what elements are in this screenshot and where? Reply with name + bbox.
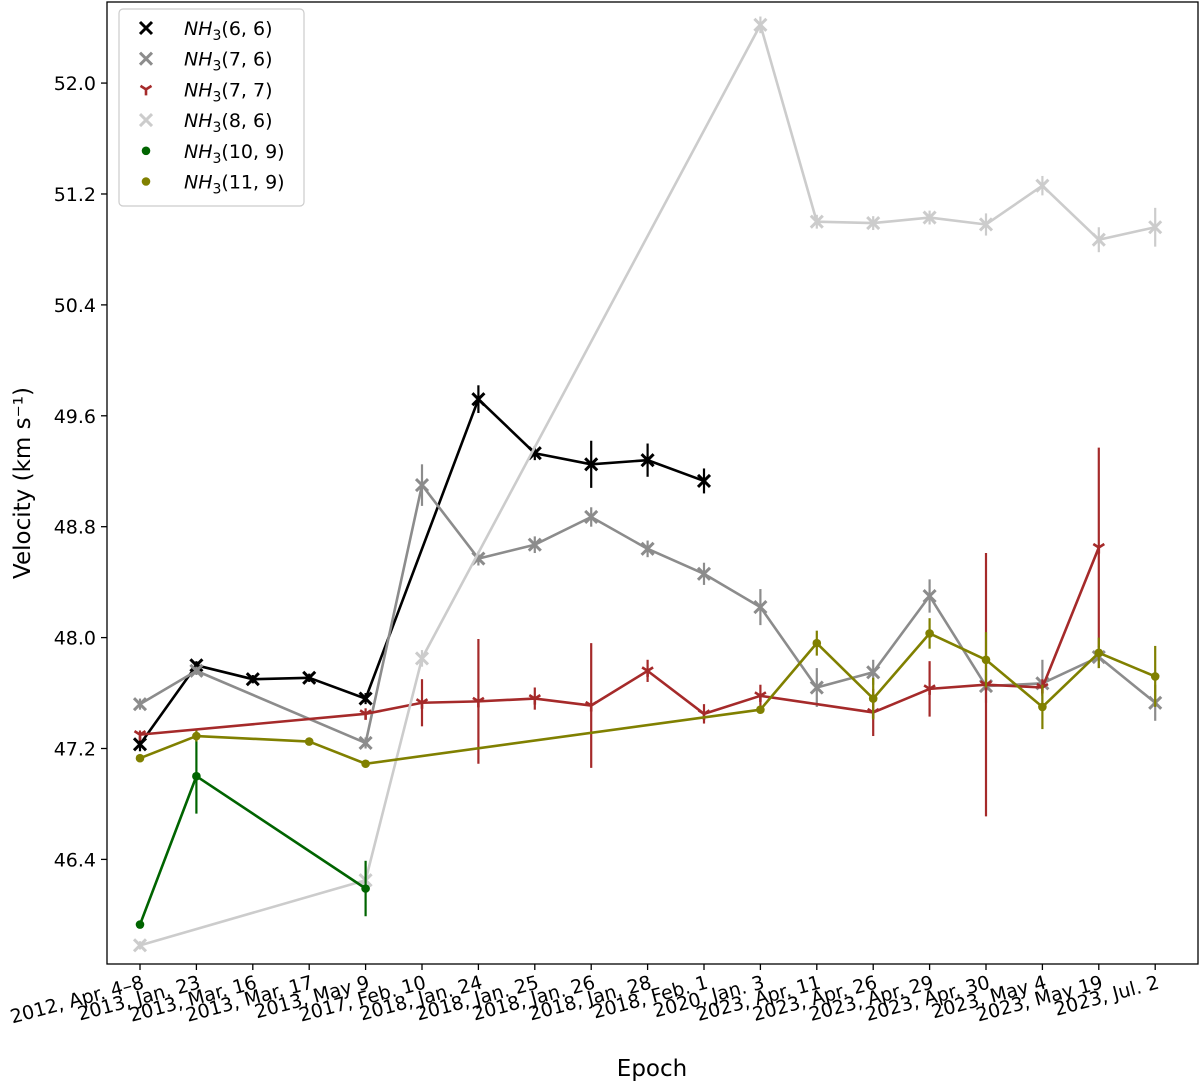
data-point-NH3(11,9)-2 xyxy=(304,737,314,746)
x-axis-title: Epoch xyxy=(617,1056,687,1082)
series-line-NH3(6,6) xyxy=(138,397,705,746)
series-line-NH3(7,7) xyxy=(139,547,1101,736)
y-axis-title: Velocity (km s⁻¹) xyxy=(10,387,36,579)
data-point-NH3(6,6)-3 xyxy=(302,670,317,685)
data-point-NH3(7,6)-11 xyxy=(866,665,881,680)
legend-entry-NH3(7,6): NH3(7, 6) xyxy=(138,49,273,75)
data-point-NH3(10,9)-1 xyxy=(192,771,201,781)
data-point-NH3(11,9)-3 xyxy=(361,759,370,769)
legend-marker-NH3(10,9) xyxy=(141,146,151,156)
data-point-NH3(7,7)-6 xyxy=(641,666,654,677)
data-point-NH3(8,6)-8 xyxy=(1035,178,1050,193)
data-point-NH3(7,7)-0 xyxy=(133,730,147,741)
legend-marker-NH3(11,9) xyxy=(141,177,151,186)
data-point-NH3(11,9)-7 xyxy=(925,629,934,638)
legend-entry-NH3(8,6): NH3(8, 6) xyxy=(138,110,273,136)
series-NH3(11,9) xyxy=(135,618,1160,769)
data-point-NH3(10,9)-0 xyxy=(135,920,145,929)
series-NH3(10,9) xyxy=(135,738,370,929)
legend-marker-NH3(7,6) xyxy=(138,51,154,66)
data-point-NH3(10,9)-2 xyxy=(361,884,370,893)
data-point-NH3(11,9)-6 xyxy=(868,694,878,703)
data-point-NH3(7,7)-1 xyxy=(359,709,372,720)
y-tick-label-4: 49.6 xyxy=(54,406,96,428)
series-NH3(6,6) xyxy=(132,385,712,752)
series-NH3(8,6) xyxy=(132,16,1163,953)
data-point-NH3(8,6)-10 xyxy=(1148,220,1163,235)
y-tick-label-6: 51.2 xyxy=(54,184,96,206)
legend-label-NH3(10,9): NH3(10, 9) xyxy=(184,141,285,167)
legend-box xyxy=(118,8,305,207)
legend-label-NH3(11,9): NH3(11, 9) xyxy=(184,172,285,198)
data-point-NH3(11,9)-1 xyxy=(192,731,201,741)
legend-label-NH3(7,7): NH3(7, 7) xyxy=(184,79,273,105)
legend-marker-NH3(7,7) xyxy=(139,84,153,96)
legend-label-NH3(8,6): NH3(8, 6) xyxy=(184,110,273,136)
data-point-NH3(6,6)-9 xyxy=(696,473,712,489)
data-point-NH3(7,6)-10 xyxy=(809,680,824,695)
data-point-NH3(8,6)-4 xyxy=(809,214,824,229)
data-point-NH3(8,6)-7 xyxy=(978,217,994,232)
data-point-NH3(7,6)-5 xyxy=(527,537,542,552)
data-point-NH3(6,6)-2 xyxy=(245,672,260,687)
data-point-NH3(7,7)-4 xyxy=(528,693,541,705)
data-point-NH3(6,6)-1 xyxy=(189,658,204,673)
data-point-NH3(7,6)-7 xyxy=(640,541,655,556)
data-point-NH3(7,7)-3 xyxy=(472,696,485,708)
data-point-NH3(11,9)-0 xyxy=(135,753,145,763)
data-point-NH3(11,9)-11 xyxy=(1150,672,1160,681)
data-point-NH3(7,7)-13 xyxy=(1092,542,1105,554)
legend-label-NH3(6,6): NH3(6, 6) xyxy=(184,18,273,44)
data-point-NH3(7,6)-3 xyxy=(414,478,430,493)
data-point-NH3(7,7)-2 xyxy=(415,698,429,709)
y-tick-label-2: 48.0 xyxy=(54,628,96,650)
data-point-NH3(8,6)-6 xyxy=(922,210,937,225)
data-point-NH3(7,7)-5 xyxy=(585,700,598,712)
data-point-NH3(7,6)-2 xyxy=(358,735,373,751)
data-point-NH3(8,6)-9 xyxy=(1091,232,1106,247)
data-point-NH3(6,6)-4 xyxy=(358,691,373,706)
data-point-NH3(8,6)-5 xyxy=(866,216,881,231)
data-point-NH3(6,6)-0 xyxy=(132,737,148,752)
data-point-NH3(11,9)-9 xyxy=(1038,702,1047,712)
legend-label-NH3(7,6): NH3(7, 6) xyxy=(184,49,273,75)
y-tick-label-1: 47.2 xyxy=(54,739,96,761)
data-point-NH3(11,9)-8 xyxy=(981,655,991,665)
data-point-NH3(7,6)-9 xyxy=(753,600,768,615)
legend-entry-NH3(11,9): NH3(11, 9) xyxy=(141,172,285,198)
series-NH3(7,7) xyxy=(133,447,1105,817)
data-point-NH3(7,6)-8 xyxy=(696,566,712,581)
y-tick-label-5: 50.4 xyxy=(54,295,96,317)
data-point-NH3(8,6)-2 xyxy=(414,651,430,666)
data-point-NH3(6,6)-7 xyxy=(584,457,599,472)
legend-entry-NH3(10,9): NH3(10, 9) xyxy=(141,141,285,167)
data-point-NH3(6,6)-5 xyxy=(471,392,486,407)
y-tick-label-7: 52.0 xyxy=(54,73,96,95)
data-point-NH3(8,6)-3 xyxy=(753,17,768,32)
y-tick-label-0: 46.4 xyxy=(54,849,96,871)
legend: NH3(6, 6) NH3(7, 6) NH3(7, 7) NH3(8, 6) NH3(… xyxy=(118,8,305,207)
data-point-NH3(7,6)-6 xyxy=(584,509,599,525)
data-point-NH3(11,9)-4 xyxy=(756,705,765,714)
series-layer xyxy=(132,16,1163,953)
data-point-NH3(7,7)-8 xyxy=(754,691,767,702)
legend-entry-NH3(7,7): NH3(7, 7) xyxy=(139,79,273,105)
data-point-NH3(7,7)-10 xyxy=(923,684,936,695)
legend-entry-NH3(6,6): NH3(6, 6) xyxy=(138,18,273,44)
data-point-NH3(11,9)-5 xyxy=(812,638,822,648)
series-line-NH3(11,9) xyxy=(139,632,1156,766)
data-point-NH3(11,9)-10 xyxy=(1094,648,1104,658)
data-point-NH3(8,6)-0 xyxy=(132,938,148,953)
data-point-NH3(7,6)-12 xyxy=(922,588,937,604)
y-tick-label-3: 48.8 xyxy=(54,517,96,539)
data-point-NH3(7,6)-1 xyxy=(189,663,204,678)
legend-marker-NH3(6,6) xyxy=(138,20,154,36)
data-point-NH3(7,6)-0 xyxy=(132,697,148,712)
legend-marker-NH3(8,6) xyxy=(138,113,154,128)
data-point-NH3(6,6)-8 xyxy=(640,453,655,468)
